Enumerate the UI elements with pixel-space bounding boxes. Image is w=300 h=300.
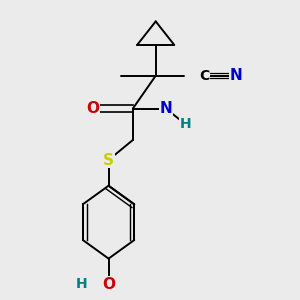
Text: H: H [180, 117, 191, 131]
Text: N: N [159, 101, 172, 116]
Text: O: O [86, 101, 99, 116]
Text: O: O [102, 277, 115, 292]
Text: S: S [103, 152, 114, 167]
Text: H: H [76, 277, 87, 291]
Text: N: N [230, 68, 242, 83]
Text: C: C [199, 69, 209, 83]
